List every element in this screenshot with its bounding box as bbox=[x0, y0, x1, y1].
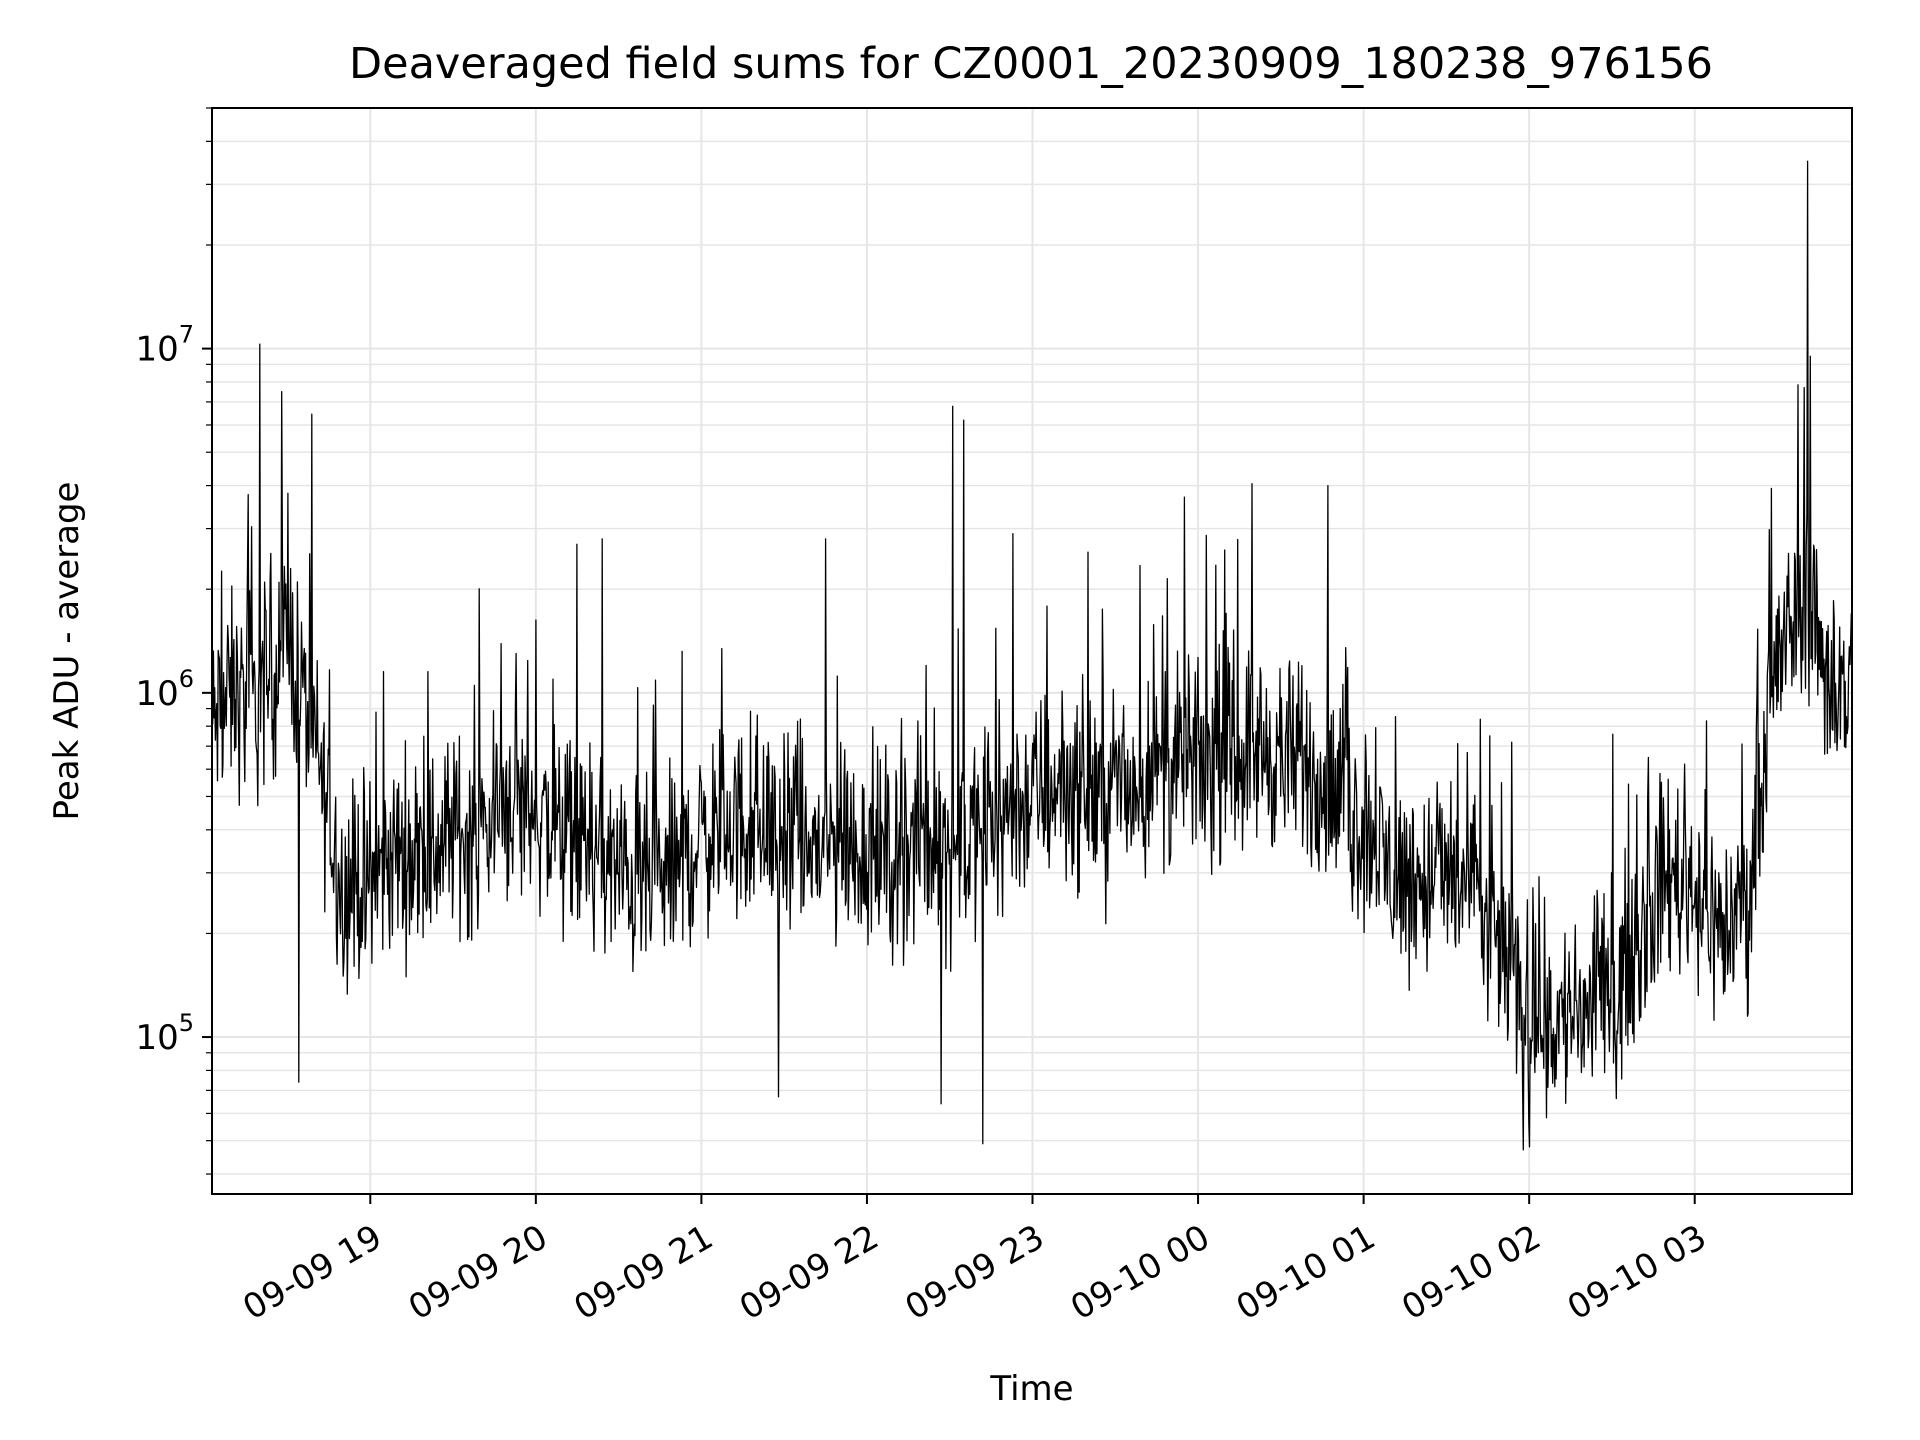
y-axis-label: Peak ADU - average bbox=[47, 482, 87, 821]
y-tick-label: 105 bbox=[135, 1009, 194, 1058]
series-layer bbox=[211, 160, 1853, 1151]
y-axis: 105 106 107 bbox=[135, 107, 212, 1175]
y-tick-label: 106 bbox=[135, 665, 194, 714]
series-line bbox=[211, 160, 1853, 1151]
chart-title: Deaveraged field sums for CZ0001_2023090… bbox=[349, 39, 1713, 89]
x-axis-label: Time bbox=[989, 1369, 1073, 1409]
y-tick-label: 107 bbox=[135, 321, 194, 370]
